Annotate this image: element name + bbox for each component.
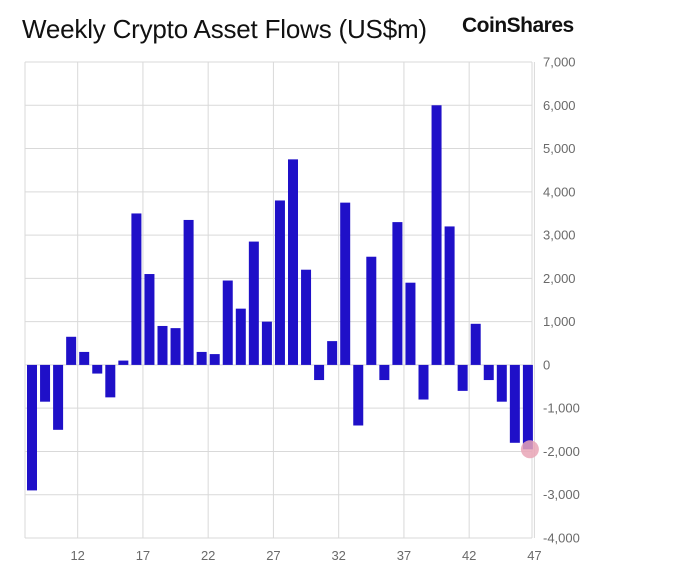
x-tick-label: 12 <box>70 548 84 563</box>
bar-week-38 <box>418 364 429 400</box>
chart-title: Weekly Crypto Asset Flows (US$m) <box>22 14 427 44</box>
bar-week-21 <box>196 351 207 365</box>
bar-week-17 <box>144 274 155 365</box>
bar-week-31 <box>327 341 338 365</box>
bar-week-11 <box>66 336 77 365</box>
bar-week-24 <box>235 308 246 365</box>
x-tick-label: 22 <box>201 548 215 563</box>
bar-week-40 <box>444 226 455 365</box>
y-tick-label: 5,000 <box>543 141 576 156</box>
bar-week-16 <box>131 213 142 365</box>
bar-week-34 <box>366 256 377 365</box>
y-tick-label: -1,000 <box>543 401 580 416</box>
bar-week-13 <box>92 364 103 374</box>
x-tick-label: 42 <box>462 548 476 563</box>
bar-week-10 <box>53 364 64 430</box>
bar-week-43 <box>483 364 494 381</box>
bar-week-9 <box>40 364 51 402</box>
x-tick-label: 37 <box>397 548 411 563</box>
bar-layer <box>27 105 539 491</box>
x-tick-label: 47 <box>527 548 541 563</box>
bar-week-45 <box>509 364 520 443</box>
bar-week-46 <box>522 364 533 450</box>
bar-week-36 <box>392 222 403 365</box>
bar-week-19 <box>170 328 181 365</box>
x-tick-label: 27 <box>266 548 280 563</box>
bar-week-41 <box>457 364 468 391</box>
bar-week-27 <box>274 200 285 365</box>
coinshares-logo: CoinShares <box>462 14 574 37</box>
bar-week-35 <box>379 364 390 381</box>
bar-week-18 <box>157 325 168 365</box>
bar-week-32 <box>340 202 351 365</box>
bar-week-33 <box>353 364 364 426</box>
bar-week-8 <box>27 364 37 491</box>
bar-week-37 <box>405 282 416 365</box>
bar-week-30 <box>314 364 325 381</box>
y-tick-label: 2,000 <box>543 271 576 286</box>
bar-week-26 <box>261 321 272 365</box>
bar-week-12 <box>79 351 90 365</box>
y-tick-label: -2,000 <box>543 444 580 459</box>
y-tick-label: -3,000 <box>543 487 580 502</box>
y-tick-label: 1,000 <box>543 314 576 329</box>
bar-week-14 <box>105 364 116 398</box>
bar-week-15 <box>118 360 129 365</box>
y-tick-label: 7,000 <box>543 55 576 70</box>
y-tick-label: 6,000 <box>543 98 576 113</box>
bar-week-39 <box>431 105 442 365</box>
x-tick-label: 32 <box>331 548 345 563</box>
bar-week-28 <box>288 159 298 365</box>
bar-week-20 <box>183 219 194 365</box>
bar-week-25 <box>248 241 259 365</box>
y-tick-label: 0 <box>543 357 550 372</box>
highlight-marker <box>520 440 539 459</box>
y-tick-label: 3,000 <box>543 228 576 243</box>
bar-week-42 <box>470 323 481 365</box>
y-tick-label: -4,000 <box>543 531 580 546</box>
bar-week-29 <box>301 269 312 365</box>
bar-week-22 <box>209 354 220 365</box>
bar-week-23 <box>222 280 233 365</box>
x-tick-label: 17 <box>136 548 150 563</box>
y-tick-label: 4,000 <box>543 184 576 199</box>
bar-week-44 <box>496 364 507 402</box>
axis-layer: 7,000 6,000 5,000 4,000 3,000 2,000 1,000 0 -1,0… <box>70 55 579 564</box>
